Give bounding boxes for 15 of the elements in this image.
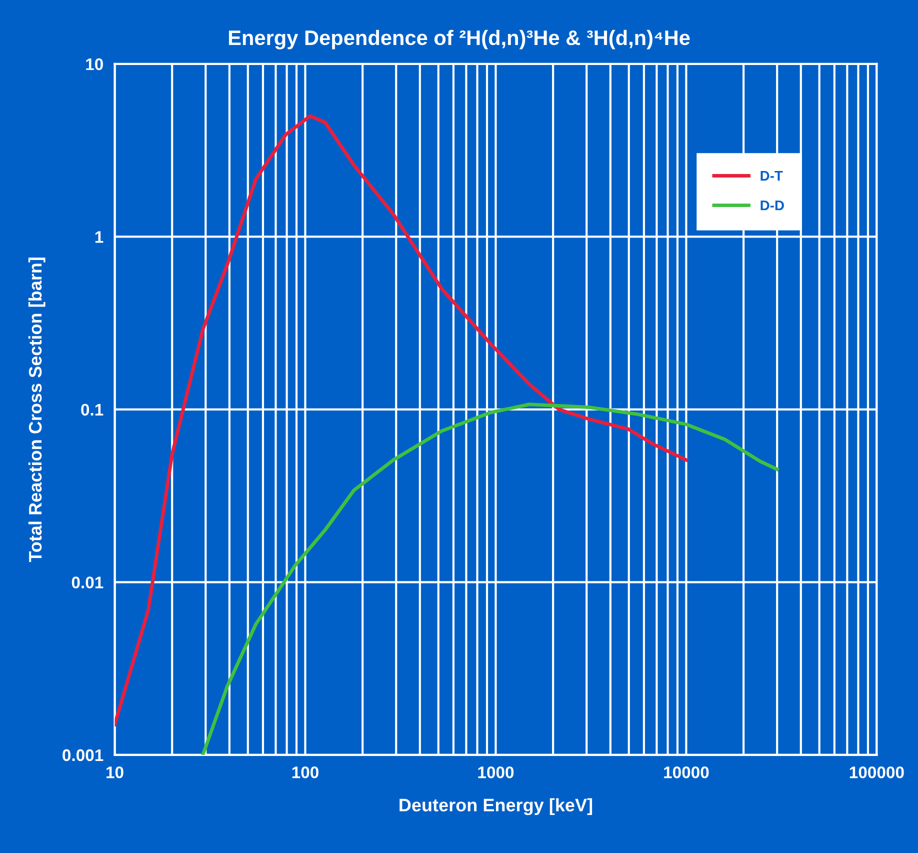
x-tick-label: 100000 — [850, 766, 904, 778]
x-axis-title: Deuteron Energy [keV] — [400, 798, 592, 816]
y-axis-title: Total Reaction Cross Section [barn] — [28, 258, 46, 562]
chart-title: Energy Dependence of ²H(d,n)³He & ³H(d,n)⁴He — [228, 30, 690, 50]
y-tick-label: 0.01 — [72, 576, 104, 588]
x-tick-label: 10 — [106, 766, 124, 778]
y-tick-label: 0.001 — [62, 749, 104, 762]
x-tick-label: 10000 — [664, 766, 709, 778]
x-tick-label: 100 — [292, 766, 318, 778]
legend-label: D-D — [760, 200, 784, 210]
legend-label: D-T — [760, 171, 783, 181]
y-tick-label: 10 — [86, 58, 103, 70]
x-tick-label: 1000 — [478, 766, 514, 778]
y-tick-label: 1 — [95, 231, 104, 243]
y-tick-label: 0.1 — [81, 404, 104, 416]
